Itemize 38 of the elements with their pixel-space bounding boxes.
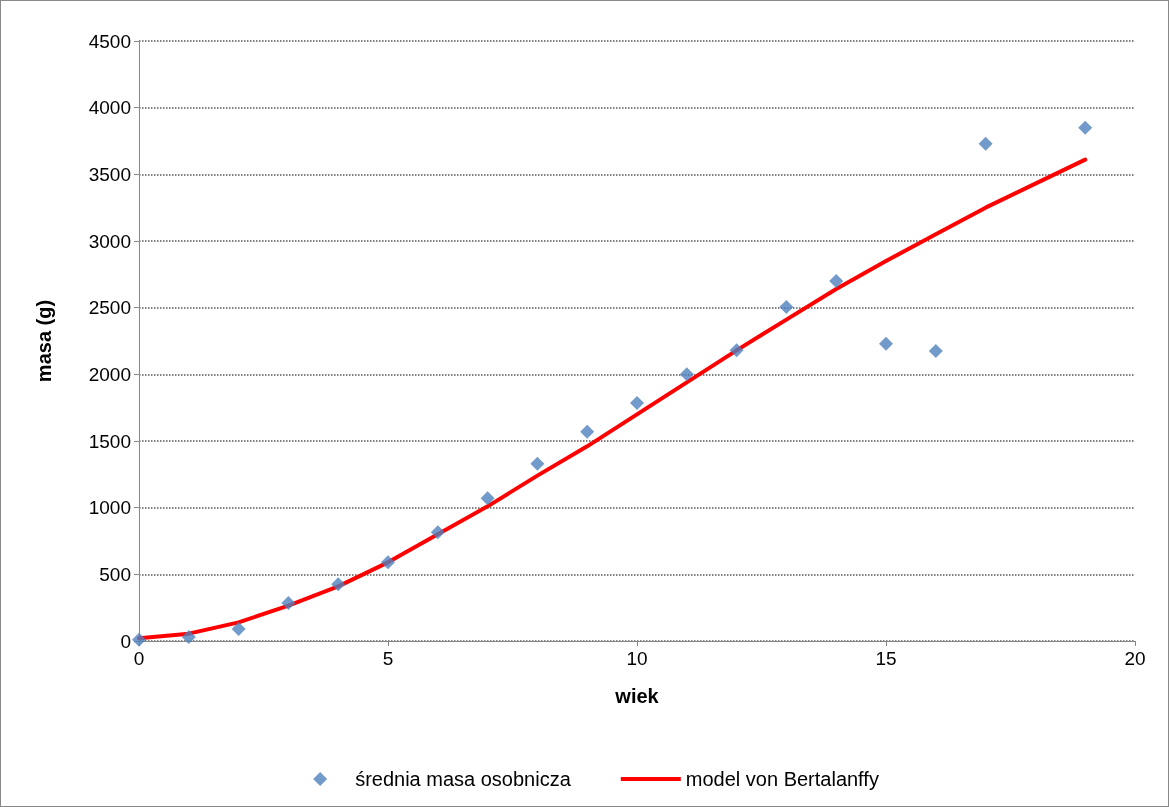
point <box>281 596 296 610</box>
point <box>829 274 844 288</box>
x-tick-label: 5 <box>382 648 394 669</box>
y-tick-label: 0 <box>120 630 131 652</box>
legend-label: średnia masa osobnicza <box>355 768 572 790</box>
y-tick-label: 4000 <box>88 97 131 119</box>
y-axis-title: masa (g) <box>33 299 55 383</box>
x-tick-label: 10 <box>626 648 648 669</box>
point <box>480 491 495 506</box>
point <box>1078 120 1093 135</box>
point <box>978 136 993 151</box>
point <box>879 336 893 351</box>
point <box>580 424 595 439</box>
point <box>928 344 943 358</box>
y-tick-label: 3500 <box>88 163 131 185</box>
y-tick-label: 4500 <box>88 30 131 52</box>
point <box>679 367 694 382</box>
point <box>779 300 794 314</box>
legend-label: model von Bertalanffy <box>685 768 879 790</box>
x-tick-label: 0 <box>133 648 145 669</box>
point <box>381 555 395 570</box>
point <box>132 632 146 647</box>
point <box>430 525 445 540</box>
x-tick-label: 15 <box>875 648 897 669</box>
point <box>729 343 744 358</box>
point <box>181 630 196 644</box>
y-tick-label: 2500 <box>88 297 131 319</box>
y-tick-label: 1500 <box>88 430 131 452</box>
y-tick-label: 3000 <box>88 230 131 252</box>
point <box>630 396 644 410</box>
y-tick-label: 1000 <box>88 497 131 519</box>
point <box>231 622 246 636</box>
x-tick-label: 20 <box>1124 648 1146 669</box>
y-tick-label: 2000 <box>88 363 131 385</box>
x-axis-title: wiek <box>614 685 660 707</box>
point <box>530 456 545 471</box>
point <box>331 577 346 592</box>
y-tick-label: 500 <box>99 563 131 585</box>
